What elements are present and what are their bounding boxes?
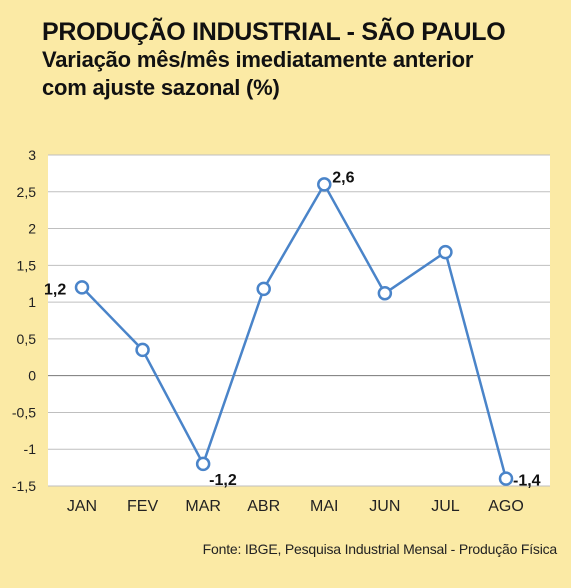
data-label: -1,2: [209, 472, 237, 489]
chart-subtitle-line1: Variação mês/mês imediatamente anterior: [42, 47, 474, 72]
data-point: [135, 342, 150, 358]
y-tick-label: 1: [28, 294, 36, 310]
x-tick-label: MAR: [185, 498, 221, 515]
series-line: [81, 183, 508, 479]
x-tick-label: FEV: [127, 498, 158, 515]
data-point: [377, 286, 393, 301]
data-point: [317, 177, 332, 192]
chart-subtitle-line2: com ajuste sazonal (%): [42, 75, 280, 100]
data-point: [74, 280, 90, 295]
y-tick-label: -1,5: [12, 478, 36, 494]
data-point: [256, 281, 271, 297]
source-note: Fonte: IBGE, Pesquisa Industrial Mensal …: [202, 541, 558, 557]
x-tick-label: ABR: [247, 498, 280, 515]
data-label: 1,2: [44, 281, 66, 298]
title-block: PRODUÇÃO INDUSTRIAL - SÃO PAULO Variação…: [42, 18, 562, 102]
y-tick-label: 1,5: [17, 257, 37, 273]
data-point: [195, 456, 211, 472]
plot-area: [48, 155, 550, 486]
y-tick-label: -1: [24, 441, 37, 457]
y-tick-label: 0,5: [17, 331, 37, 347]
x-tick-label: MAI: [310, 498, 338, 515]
x-tick-label: JAN: [67, 498, 97, 515]
data-point: [438, 244, 453, 260]
y-tick-label: -0,5: [12, 404, 36, 420]
y-tick-label: 2,5: [17, 184, 37, 200]
x-tick-label: JUL: [431, 498, 460, 515]
data-label: -1,4: [513, 473, 541, 490]
data-point: [498, 471, 514, 486]
chart-title: PRODUÇÃO INDUSTRIAL - SÃO PAULO: [42, 18, 506, 46]
x-tick-label: JUN: [369, 498, 400, 515]
y-tick-label: 3: [28, 147, 36, 163]
y-tick-label: 2: [28, 221, 36, 237]
data-label: 2,6: [332, 169, 354, 186]
x-tick-label: AGO: [488, 498, 524, 515]
y-tick-label: 0: [28, 368, 36, 384]
